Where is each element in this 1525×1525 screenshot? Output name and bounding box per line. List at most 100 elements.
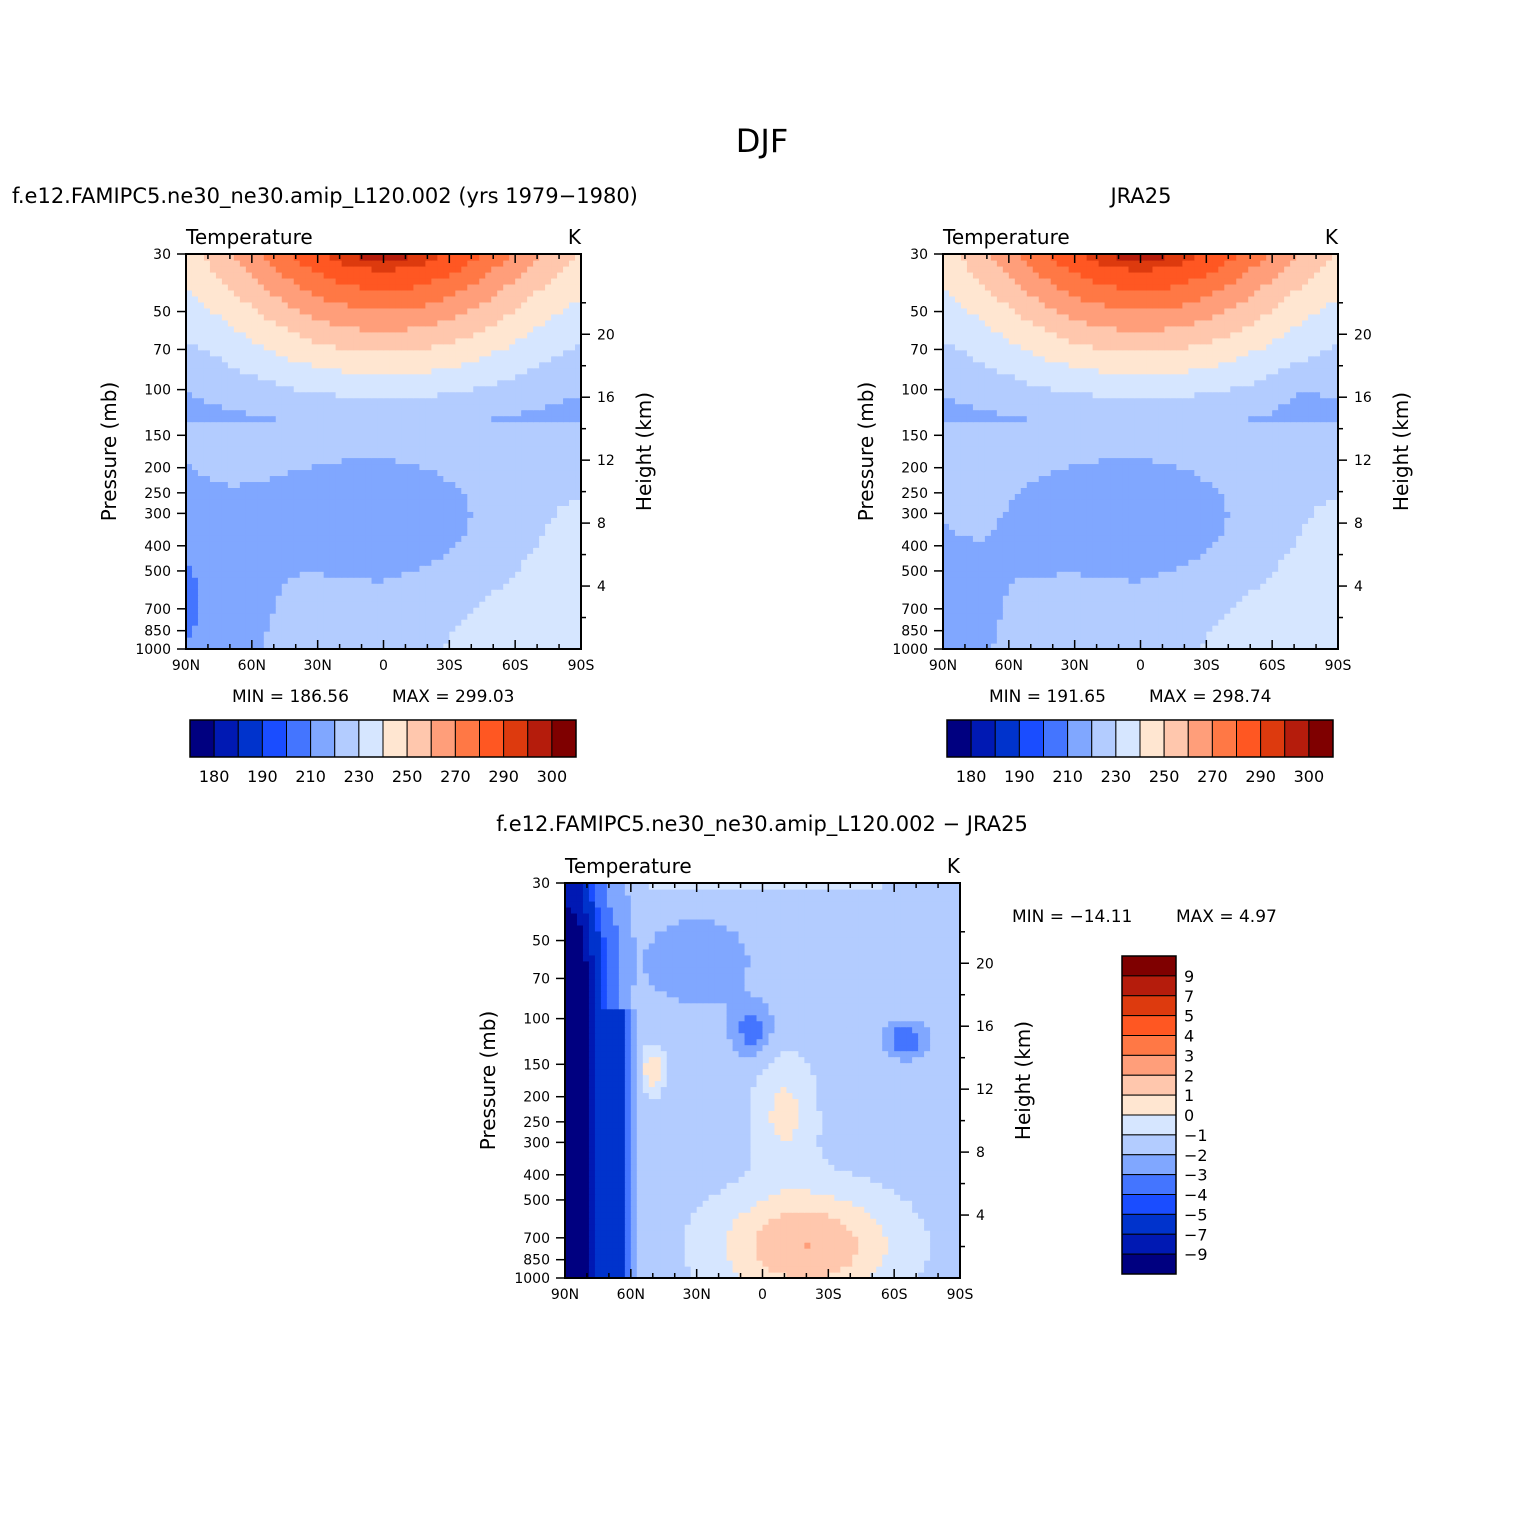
field-cell: [197, 451, 205, 459]
field-cell: [395, 391, 403, 399]
field-cell: [485, 343, 492, 351]
field-cell: [317, 559, 325, 566]
field-cell: [431, 397, 438, 405]
field-cell: [419, 457, 426, 465]
field-cell: [269, 547, 277, 554]
field-cell: [431, 481, 438, 488]
field-cell: [329, 361, 337, 369]
field-cell: [305, 283, 313, 291]
field-cell: [186, 595, 193, 602]
field-cell: [341, 511, 349, 518]
field-cell: [263, 373, 271, 381]
field-cell: [491, 379, 498, 387]
field-cell: [269, 511, 277, 518]
field-cell: [365, 391, 373, 399]
field-cell: [323, 331, 331, 339]
field-cell: [539, 535, 546, 542]
field-cell: [569, 307, 576, 315]
field-cell: [503, 391, 510, 399]
field-cell: [425, 493, 432, 500]
field-cell: [251, 499, 259, 506]
field-cell: [251, 397, 259, 405]
field-cell: [491, 517, 498, 524]
field-cell: [497, 535, 504, 542]
field-cell: [227, 457, 235, 465]
field-cell: [251, 457, 259, 465]
field-cell: [311, 403, 319, 411]
field-cell: [461, 565, 468, 572]
field-cell: [365, 565, 373, 572]
field-cell: [515, 265, 522, 273]
field-cell: [563, 643, 570, 649]
field-cell: [245, 571, 253, 578]
field-cell: [948, 625, 956, 632]
field-cell: [287, 559, 295, 566]
field-cell: [365, 421, 373, 429]
field-cell: [186, 397, 193, 405]
field-cell: [1038, 643, 1046, 649]
field-cell: [395, 439, 403, 447]
field-cell: [509, 385, 516, 393]
field-cell: [311, 631, 319, 638]
field-cell: [353, 553, 361, 560]
field-cell: [479, 397, 486, 405]
field-cell: [323, 493, 331, 500]
field-cell: [1332, 631, 1338, 638]
field-cell: [209, 271, 217, 279]
field-cell: [473, 571, 480, 578]
field-cell: [293, 511, 301, 518]
field-cell: [287, 277, 295, 285]
field-cell: [515, 319, 522, 327]
field-cell: [1098, 619, 1106, 626]
field-cell: [269, 517, 277, 524]
field-cell: [263, 313, 271, 321]
field-cell: [347, 385, 355, 393]
field-cell: [575, 421, 581, 429]
field-cell: [275, 511, 283, 518]
field-cell: [569, 511, 576, 518]
field-cell: [203, 415, 211, 423]
field-cell: [323, 295, 331, 303]
field-cell: [491, 331, 498, 339]
field-cell: [521, 295, 528, 303]
field-cell: [485, 577, 492, 584]
field-cell: [227, 367, 235, 375]
field-cell: [509, 595, 516, 602]
field-cell: [239, 367, 247, 375]
field-cell: [305, 517, 313, 524]
field-cell: [215, 595, 223, 602]
field-cell: [347, 643, 355, 649]
field-cell: [275, 643, 283, 649]
field-cell: [1080, 619, 1088, 626]
field-cell: [473, 493, 480, 500]
field-cell: [1182, 613, 1189, 620]
field-cell: [479, 385, 486, 393]
field-cell: [503, 499, 510, 506]
field-cell: [251, 331, 259, 339]
field-cell: [503, 631, 510, 638]
field-cell: [371, 523, 379, 530]
field-cell: [197, 619, 205, 626]
colorbar-label: 230: [344, 767, 375, 786]
field-cell: [401, 361, 409, 369]
field-cell: [395, 475, 403, 483]
field-cell: [527, 589, 534, 596]
field-cell: [449, 559, 456, 566]
field-cell: [257, 265, 265, 273]
field-cell: [227, 355, 235, 363]
field-cell: [557, 355, 564, 363]
field-cell: [239, 325, 247, 333]
field-cell: [227, 463, 235, 471]
field-cell: [221, 613, 229, 620]
field-cell: [545, 493, 552, 500]
field-cell: [960, 601, 968, 608]
field-cell: [485, 619, 492, 626]
field-cell: [275, 295, 283, 303]
field-cell: [305, 481, 313, 488]
field-cell: [527, 289, 534, 297]
field-cell: [245, 529, 253, 536]
field-cell: [533, 487, 540, 494]
field-cell: [293, 391, 301, 399]
field-cell: [1182, 601, 1189, 608]
field-cell: [209, 325, 217, 333]
